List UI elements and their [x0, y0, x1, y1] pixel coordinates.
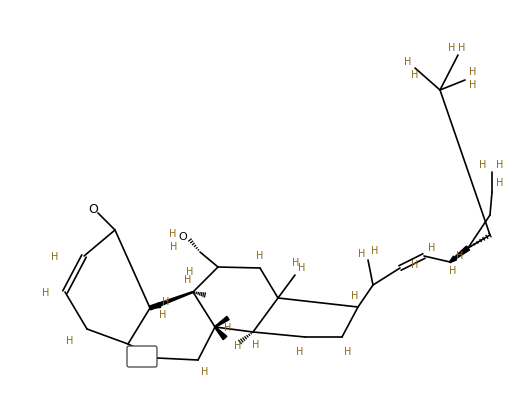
- Text: H: H: [404, 57, 412, 67]
- Text: O: O: [88, 204, 98, 217]
- Text: H: H: [51, 252, 59, 262]
- Text: H: H: [458, 43, 466, 53]
- Text: H: H: [169, 229, 176, 239]
- Text: H: H: [469, 80, 477, 90]
- Text: H: H: [456, 251, 464, 261]
- Text: H: H: [162, 297, 170, 307]
- Text: H: H: [411, 70, 419, 80]
- Text: H: H: [186, 267, 194, 277]
- Text: H: H: [496, 178, 503, 188]
- Text: H: H: [448, 43, 456, 53]
- Text: H: H: [66, 336, 74, 346]
- Polygon shape: [450, 246, 469, 262]
- Text: H: H: [201, 367, 209, 377]
- Text: O: O: [137, 352, 147, 362]
- Text: H: H: [159, 310, 167, 320]
- Text: H: H: [42, 288, 50, 298]
- Text: H: H: [371, 246, 379, 256]
- Text: H: H: [298, 263, 306, 273]
- Text: H: H: [296, 347, 304, 357]
- Text: H: H: [358, 249, 366, 259]
- Text: H: H: [344, 347, 352, 357]
- Text: H: H: [170, 242, 177, 252]
- Text: H: H: [411, 260, 419, 270]
- Text: H: H: [252, 340, 260, 350]
- Text: H: H: [479, 160, 487, 170]
- Text: H: H: [469, 67, 477, 77]
- Text: H: H: [496, 160, 503, 170]
- FancyBboxPatch shape: [127, 346, 157, 367]
- Text: H: H: [185, 275, 192, 285]
- Text: H: H: [428, 243, 436, 253]
- Text: H: H: [449, 266, 457, 276]
- Text: O: O: [178, 232, 188, 242]
- Text: H: H: [351, 291, 358, 301]
- Polygon shape: [215, 316, 229, 327]
- Polygon shape: [150, 303, 161, 308]
- Text: H: H: [257, 251, 264, 261]
- Polygon shape: [450, 256, 457, 262]
- Text: H: H: [224, 323, 232, 333]
- Polygon shape: [214, 327, 227, 340]
- Text: H: H: [293, 258, 300, 268]
- Text: H: H: [234, 341, 242, 351]
- Polygon shape: [149, 292, 193, 310]
